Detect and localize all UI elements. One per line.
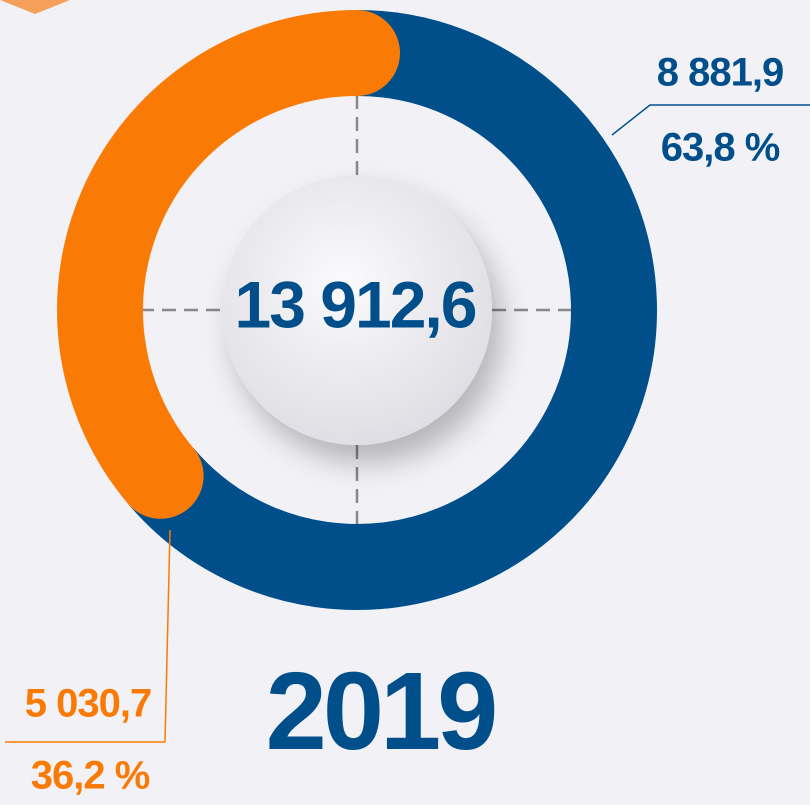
chart-title: 2019 xyxy=(266,650,496,773)
leader-line xyxy=(611,104,810,136)
leader-line xyxy=(5,529,171,743)
value-label: 8 881,9 xyxy=(657,51,783,95)
center-disc xyxy=(222,175,492,445)
percent-label: 63,8 % xyxy=(661,126,780,170)
decoration xyxy=(0,0,70,14)
percent-label: 36,2 % xyxy=(31,754,150,798)
donut-segment xyxy=(127,10,657,610)
crosshair xyxy=(140,95,590,530)
value-label: 5 030,7 xyxy=(25,682,151,726)
donut-segment xyxy=(57,10,400,519)
center-label: 13 912,6 xyxy=(235,267,476,341)
